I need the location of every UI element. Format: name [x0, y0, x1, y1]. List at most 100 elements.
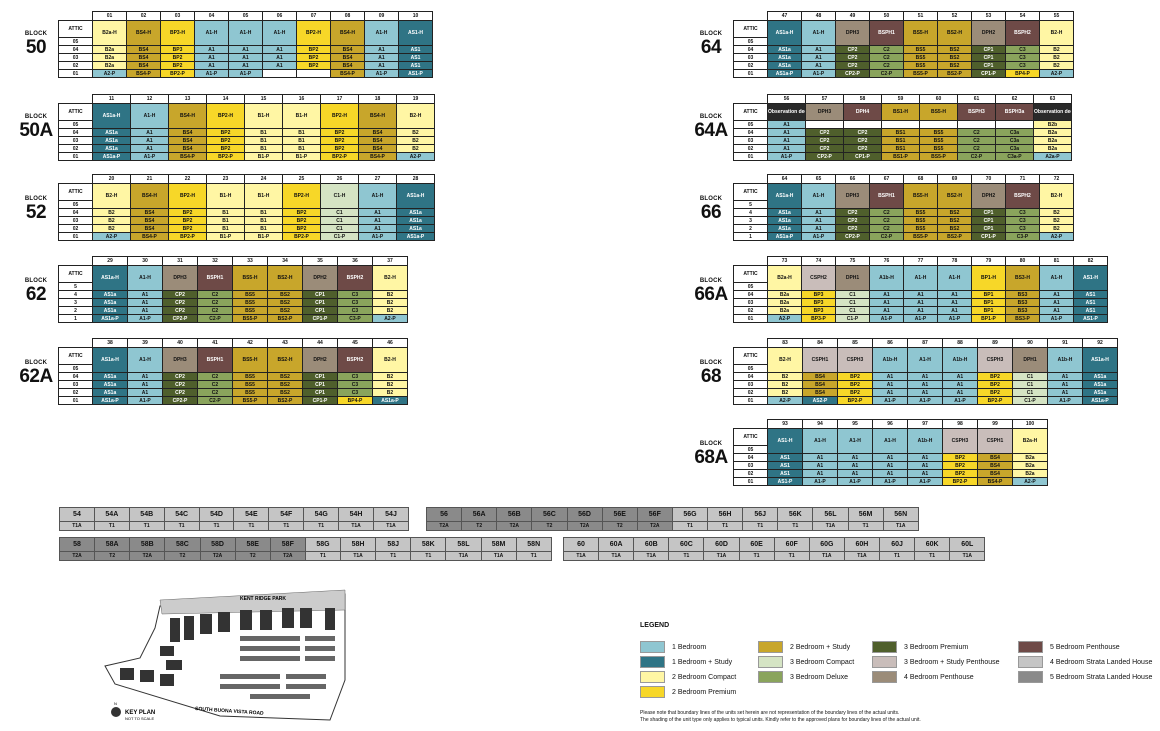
- unit-cell: BP2: [296, 53, 331, 62]
- unit-table: 64 65 66 67 68 69 70 71 72 ATTIC AS1a-H A1-H DPH3 BSP…: [733, 174, 1074, 241]
- unit-number: 77: [903, 256, 938, 266]
- unit-table: 47 48 49 50 51 52 53 54 55 ATTIC AS1a-H A1-H DPH3 BSP…: [733, 11, 1074, 78]
- unit-cell: BS4-H: [130, 183, 169, 209]
- unit-cell: BP2: [168, 208, 207, 217]
- unit-cell: AS1a: [92, 388, 128, 397]
- unit-cell: A1: [907, 388, 943, 397]
- unit-cell: BP3: [801, 306, 836, 315]
- house-name: 58K: [410, 537, 447, 552]
- house-type: T1: [303, 521, 340, 531]
- unit-number: 12: [130, 94, 169, 104]
- unit-cell: A1-P: [872, 396, 908, 405]
- unit-cell: A1: [801, 224, 836, 233]
- unit-cell: C2: [957, 144, 996, 153]
- unit-number: 65: [801, 174, 836, 184]
- unit-number: 67: [869, 174, 904, 184]
- floor-label: 01: [58, 152, 93, 161]
- unit-cell: AS1-H: [1073, 265, 1108, 291]
- unit-number: 20: [92, 174, 131, 184]
- unit-cell: A2-P: [767, 314, 802, 323]
- unit-cell: A1-H: [801, 183, 836, 209]
- unit-cell: BS4: [126, 53, 161, 62]
- unit-cell: BS2-P: [267, 396, 303, 405]
- unit-cell: BS2: [937, 208, 972, 217]
- legend-swatch: [1018, 671, 1043, 683]
- unit-cell: BS5-H: [232, 347, 268, 373]
- unit-cell: CP1: [302, 298, 338, 307]
- unit-cell: BS4-P: [130, 232, 169, 241]
- house-type: T1: [128, 521, 165, 531]
- unit-cell: [957, 120, 996, 129]
- unit-table: 38 39 40 41 42 43 44 45 46 ATTIC AS1a-H A1-H DPH3 BSP…: [58, 338, 408, 405]
- floor-label: 04: [733, 128, 768, 137]
- unit-cell: AS1a: [92, 380, 128, 389]
- floor-label: 05: [733, 37, 768, 46]
- house-type: T1: [777, 521, 814, 531]
- unit-table: 01 02 03 04 05 06 07 08 09 10 ATTIC B2a-H BS4-H BP3-H…: [58, 11, 433, 78]
- block-number: 64: [700, 37, 722, 58]
- unit-cell: BP2: [977, 372, 1013, 381]
- block-number: 62: [25, 284, 47, 305]
- unit-cell: A1: [228, 45, 263, 54]
- unit-cell: B2: [396, 136, 435, 145]
- unit-cell: A1b-H: [942, 347, 978, 373]
- unit-cell: C2: [197, 290, 233, 299]
- house-type: T2A: [636, 521, 673, 531]
- legend-item: 2 Bedroom Premium: [640, 686, 736, 698]
- house-type: T1: [233, 521, 270, 531]
- header-blank: [733, 11, 768, 21]
- unit-number: 04: [194, 11, 229, 21]
- unit-cell: BP4-P: [1005, 69, 1040, 78]
- unit-cell: AS1a: [1082, 372, 1118, 381]
- house-name: 60E: [738, 537, 775, 552]
- unit-cell: C3a: [995, 128, 1034, 137]
- unit-cell: BP2: [296, 61, 331, 70]
- unit-cell: DPH2: [971, 20, 1006, 46]
- unit-cell: B1: [206, 224, 245, 233]
- floor-label: ATTIC: [58, 265, 93, 283]
- unit-number: 35: [302, 256, 338, 266]
- unit-cell: A1: [1039, 306, 1074, 315]
- floor-label: 3: [733, 216, 768, 225]
- unit-cell: B2a: [1012, 469, 1048, 478]
- unit-cell: A1: [262, 61, 297, 70]
- unit-cell: B1: [244, 224, 283, 233]
- floor-label: ATTIC: [58, 183, 93, 201]
- legend-title: LEGEND: [640, 622, 670, 629]
- block-label: BLOCK 62A: [14, 360, 58, 386]
- unit-cell: BS5: [903, 224, 938, 233]
- unit-cell: BP2: [206, 136, 245, 145]
- unit-cell: A1: [942, 372, 978, 381]
- house-name: 58D: [199, 537, 236, 552]
- house-name: 56M: [847, 507, 884, 522]
- floor-label: 4: [733, 208, 768, 217]
- floor-label: 04: [733, 45, 768, 54]
- unit-number: 49: [835, 11, 870, 21]
- house-type: T2A: [269, 551, 306, 561]
- floor-label: 02: [58, 388, 93, 397]
- unit-cell: AS1a: [92, 306, 128, 315]
- unit-cell: CP2-P: [835, 232, 870, 241]
- unit-cell: CP2: [835, 61, 870, 70]
- unit-number: 18: [358, 94, 397, 104]
- key-plan-map: KENT RIDGE PARK SOUTH BUONA VISTA ROAD N…: [104, 589, 346, 721]
- unit-cell: C3: [1005, 224, 1040, 233]
- unit-cell: BS5: [232, 290, 268, 299]
- floor-label: ATTIC: [58, 103, 93, 121]
- unit-number: 74: [801, 256, 836, 266]
- unit-number: 54: [1005, 11, 1040, 21]
- unit-cell: CP2-P: [162, 396, 198, 405]
- unit-number: 98: [942, 419, 978, 429]
- unit-cell: A1-P: [801, 69, 836, 78]
- unit-cell: A1-P: [872, 477, 908, 486]
- unit-cell: B1: [282, 128, 321, 137]
- house-type: T1: [304, 551, 342, 561]
- unit-cell: BS4: [168, 144, 207, 153]
- unit-cell: BS4: [130, 224, 169, 233]
- unit-number: 82: [1073, 256, 1108, 266]
- floor-label: 05: [58, 37, 93, 46]
- unit-cell: BS4: [802, 380, 838, 389]
- unit-cell: BP1-P: [971, 314, 1006, 323]
- unit-cell: CP2-P: [805, 152, 844, 161]
- house-type: T2A: [425, 521, 463, 531]
